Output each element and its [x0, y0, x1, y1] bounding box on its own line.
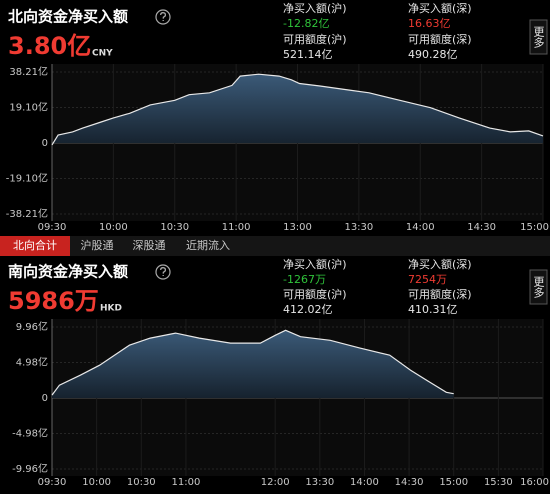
stat-label: 净买入额(沪) — [283, 1, 347, 15]
stat-label: 净买入额(深) — [408, 1, 472, 15]
stat-value: -1267万 — [283, 273, 326, 286]
x-tick-label: 14:30 — [395, 477, 424, 488]
x-tick-label: 14:30 — [467, 222, 496, 233]
panel-title: 北向资金净买入额 — [8, 8, 128, 26]
stat-value: 7254万 — [408, 273, 447, 286]
x-tick-label: 10:00 — [82, 477, 111, 488]
stat-value: 16.63亿 — [408, 17, 451, 30]
y-tick-label: 0 — [42, 138, 48, 149]
x-tick-label: 14:00 — [350, 477, 379, 488]
area-fill — [52, 330, 454, 398]
tab[interactable]: 近期流入 — [186, 238, 230, 252]
panel-title: 南向资金净买入额 — [8, 263, 128, 281]
more-label[interactable]: 更多 — [532, 26, 545, 49]
x-tick-label: 12:00 — [261, 477, 290, 488]
x-tick-label: 13:30 — [344, 222, 373, 233]
y-tick-label: 9.96亿 — [16, 320, 48, 333]
currency: HKD — [100, 304, 122, 314]
stat-value: 412.02亿 — [283, 303, 333, 316]
help-icon[interactable] — [155, 264, 171, 280]
y-tick-label: -19.10亿 — [6, 171, 48, 184]
y-tick-label: 38.21亿 — [9, 65, 48, 78]
area-line — [51, 73, 544, 146]
tab[interactable]: 深股通 — [133, 239, 166, 252]
headline-value: 3.80亿 — [8, 32, 91, 60]
y-tick-label: 4.98亿 — [16, 356, 48, 369]
y-tick-label: -4.98亿 — [12, 427, 48, 440]
x-tick-label: 15:00 — [520, 222, 549, 233]
tab-bar — [0, 236, 550, 256]
stat-label: 净买入额(沪) — [283, 257, 347, 271]
area-fill — [52, 74, 543, 145]
y-tick-label: 19.10亿 — [9, 101, 48, 114]
x-tick-label: 10:00 — [99, 222, 128, 233]
x-tick-label: 14:00 — [406, 222, 435, 233]
tab-active-bg — [0, 236, 70, 256]
x-tick-label: 13:30 — [305, 477, 334, 488]
headline-value: 5986万 — [8, 287, 99, 315]
x-tick-label: 13:00 — [283, 222, 312, 233]
x-tick-label: 15:00 — [439, 477, 468, 488]
tab[interactable]: 沪股通 — [81, 238, 114, 252]
x-tick-label: 10:30 — [160, 222, 189, 233]
stat-value: 410.31亿 — [408, 303, 458, 316]
area-line — [51, 329, 454, 396]
x-tick-label: 09:30 — [38, 222, 67, 233]
help-icon[interactable] — [155, 9, 171, 25]
more-button[interactable] — [529, 269, 548, 305]
stat-value: 490.28亿 — [408, 48, 458, 61]
stat-label: 可用额度(深) — [408, 287, 472, 301]
x-tick-label: 11:00 — [171, 477, 200, 488]
tab[interactable]: 北向合计 — [13, 238, 57, 252]
stat-value: -12.82亿 — [283, 17, 329, 30]
y-tick-label: -38.21亿 — [6, 207, 48, 220]
stat-value: 521.14亿 — [283, 48, 333, 61]
y-tick-label: 0 — [42, 393, 48, 404]
currency: CNY — [92, 49, 113, 59]
x-tick-label: 16:00 — [520, 477, 549, 488]
more-label[interactable]: 更多 — [532, 276, 545, 299]
stat-label: 可用额度(沪) — [283, 287, 347, 301]
y-tick-label: -9.96亿 — [12, 462, 48, 475]
stat-label: 净买入额(深) — [408, 257, 472, 271]
x-tick-label: 09:30 — [38, 477, 67, 488]
stat-label: 可用额度(深) — [408, 32, 472, 46]
stat-label: 可用额度(沪) — [283, 32, 347, 46]
x-tick-label: 15:30 — [484, 477, 513, 488]
x-tick-label: 11:00 — [222, 222, 251, 233]
more-button[interactable] — [529, 19, 548, 55]
x-tick-label: 10:30 — [127, 477, 156, 488]
